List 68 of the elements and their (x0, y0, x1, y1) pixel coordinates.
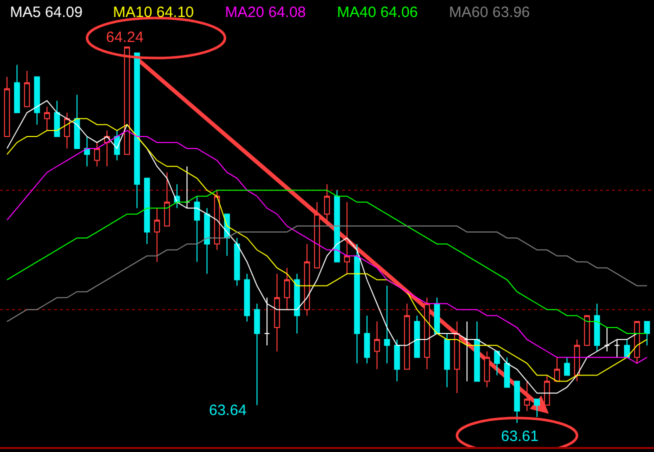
candlestick (524, 380, 530, 412)
candlestick (354, 243, 360, 364)
candlestick (614, 338, 620, 358)
text: MA40 64.06 (337, 4, 418, 21)
text: MA5 64.09 (10, 4, 83, 21)
annotation: 64.24 (106, 29, 144, 46)
candlestick (254, 303, 260, 406)
candlestick (394, 338, 400, 382)
candlestick (34, 76, 40, 126)
text: MA10 64.10 (113, 4, 194, 21)
candlestick (94, 142, 100, 167)
candlestick (264, 297, 270, 346)
candlestick (644, 321, 650, 346)
candlestick (184, 166, 190, 209)
candlestick (14, 64, 20, 114)
candlestick (484, 350, 490, 388)
candlestick (444, 332, 450, 388)
candlestick (334, 190, 340, 262)
candlestick (424, 297, 430, 370)
text: MA20 64.08 (225, 4, 306, 21)
candlestick (274, 273, 280, 352)
candlestick (464, 321, 470, 382)
candlestick (514, 380, 520, 424)
candlestick (24, 70, 30, 108)
candlestick (364, 315, 370, 364)
candlestick (144, 178, 150, 244)
candlestick (214, 190, 220, 250)
candlestick (234, 237, 240, 286)
candlestick (134, 52, 140, 209)
candlestick (634, 321, 640, 364)
candlestick (554, 356, 560, 382)
candlestick (154, 208, 160, 262)
candlestick (314, 202, 320, 268)
candlestick (504, 356, 510, 388)
candlestick (384, 285, 390, 364)
candlestick (344, 202, 350, 274)
candlestick (624, 338, 630, 358)
candlestick (544, 374, 550, 406)
candlestick (54, 100, 60, 138)
candlestick (564, 356, 570, 376)
candlestick (324, 184, 330, 221)
candlestick (404, 303, 410, 370)
candlestick (534, 398, 540, 418)
candlestick (64, 112, 70, 149)
candlestick (594, 303, 600, 352)
text: MA60 63.96 (449, 4, 530, 21)
candlestick (164, 172, 170, 227)
candlestick (44, 106, 50, 132)
annotation: 63.61 (501, 428, 539, 445)
candlestick (454, 321, 460, 394)
candlestick (284, 267, 290, 310)
candlestick (204, 208, 210, 274)
candlestick (74, 94, 80, 149)
candlestick (474, 321, 480, 382)
candlestick (194, 196, 200, 262)
candlestick (414, 315, 420, 358)
candlestick (244, 273, 250, 322)
candlestick (4, 76, 10, 138)
candlestick (434, 297, 440, 334)
candlestick (584, 315, 590, 346)
candlestick (494, 350, 500, 376)
candlestick (604, 327, 610, 352)
candlestick (294, 273, 300, 334)
candlestick (374, 321, 380, 370)
candlestick (304, 243, 310, 316)
candlestick (84, 136, 90, 167)
annotation: 63.64 (209, 402, 247, 419)
candlestick (574, 338, 580, 382)
